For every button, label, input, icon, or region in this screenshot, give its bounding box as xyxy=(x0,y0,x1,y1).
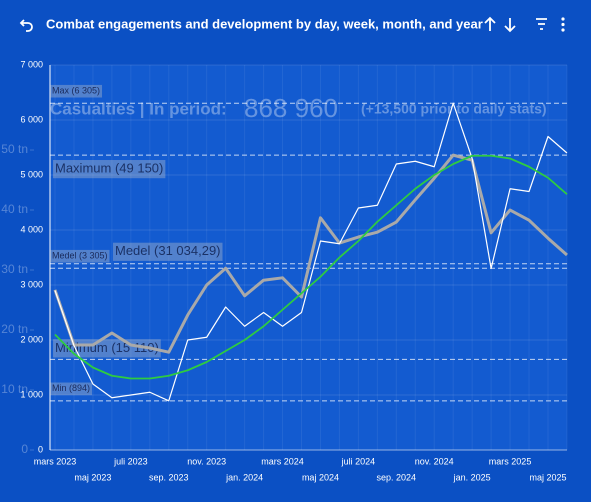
y-tick-label: 4 000 xyxy=(20,224,43,234)
plot-area xyxy=(50,65,567,450)
menu-dot xyxy=(561,17,565,21)
x-tick-label: jan. 2025 xyxy=(453,472,491,482)
sort-up[interactable] xyxy=(484,16,496,31)
x-tick-label: nov. 2024 xyxy=(415,456,454,466)
header-title: Combat engagements and development by da… xyxy=(46,16,483,31)
reference-label: Maximum (49 150) xyxy=(55,161,163,176)
x-tick-label: sep. 2023 xyxy=(149,472,189,482)
reference-label: Min (894) xyxy=(52,383,90,393)
y-tick-label: 5 000 xyxy=(20,169,43,179)
x-tick-label: juli 2023 xyxy=(113,456,148,466)
x-tick-label: nov. 2023 xyxy=(187,456,226,466)
series-line xyxy=(53,153,568,354)
menu-dot xyxy=(561,22,565,27)
x-tick-label: juli 2024 xyxy=(341,456,376,466)
back-icon xyxy=(19,19,33,32)
reference-label-bg xyxy=(50,382,93,396)
y-tick-label: 6 000 xyxy=(20,114,43,124)
y2-tick-label: 30 tn xyxy=(1,262,28,276)
x-tick-label: mars 2024 xyxy=(261,456,304,466)
reference-label-bg xyxy=(50,84,103,98)
y2-tick-label: 20 tn xyxy=(1,322,28,336)
y-tick-label: 2 000 xyxy=(20,334,43,344)
x-tick-label: mars 2023 xyxy=(34,456,77,466)
reference-label-bg xyxy=(50,249,110,263)
reference-label: Max (6 305) xyxy=(52,86,100,96)
x-tick-label: maj 2025 xyxy=(529,472,566,482)
y2-tick-label: 40 tn xyxy=(1,202,28,216)
x-tick-label: maj 2024 xyxy=(302,472,339,482)
filter-icon[interactable] xyxy=(536,18,547,30)
menu-icon[interactable] xyxy=(561,17,565,32)
overlay-note: (+13,500 prior to daily stats) xyxy=(361,101,547,117)
menu-dot xyxy=(561,28,565,32)
overlay-heading: Casualties | In period: xyxy=(50,99,227,118)
y-tick-label: 7 000 xyxy=(20,59,43,69)
y-tick-label: 3 000 xyxy=(20,279,43,289)
reference-label-bg xyxy=(53,160,166,179)
series-line xyxy=(54,102,568,402)
y2-tick-label: 50 tn xyxy=(1,142,28,156)
series-line xyxy=(54,154,568,380)
y-tick-label: 1 000 xyxy=(20,389,43,399)
reference-label-bg xyxy=(113,242,223,261)
y2-tick-label: 0 xyxy=(21,442,28,456)
reference-label: Medel (3 305) xyxy=(52,251,108,261)
y-tick-label: 0 xyxy=(38,444,43,454)
reference-label: Medel (31 034,29) xyxy=(115,243,221,258)
x-tick-label: jan. 2024 xyxy=(225,472,263,482)
overlay-total: 868 960 xyxy=(244,93,338,123)
y2-tick-label: 10 tn xyxy=(1,382,28,396)
sort-down[interactable] xyxy=(504,18,516,33)
back-button[interactable] xyxy=(19,19,33,32)
x-tick-label: mars 2025 xyxy=(489,456,532,466)
x-tick-label: sep. 2024 xyxy=(377,472,417,482)
x-tick-label: maj 2023 xyxy=(74,472,111,482)
